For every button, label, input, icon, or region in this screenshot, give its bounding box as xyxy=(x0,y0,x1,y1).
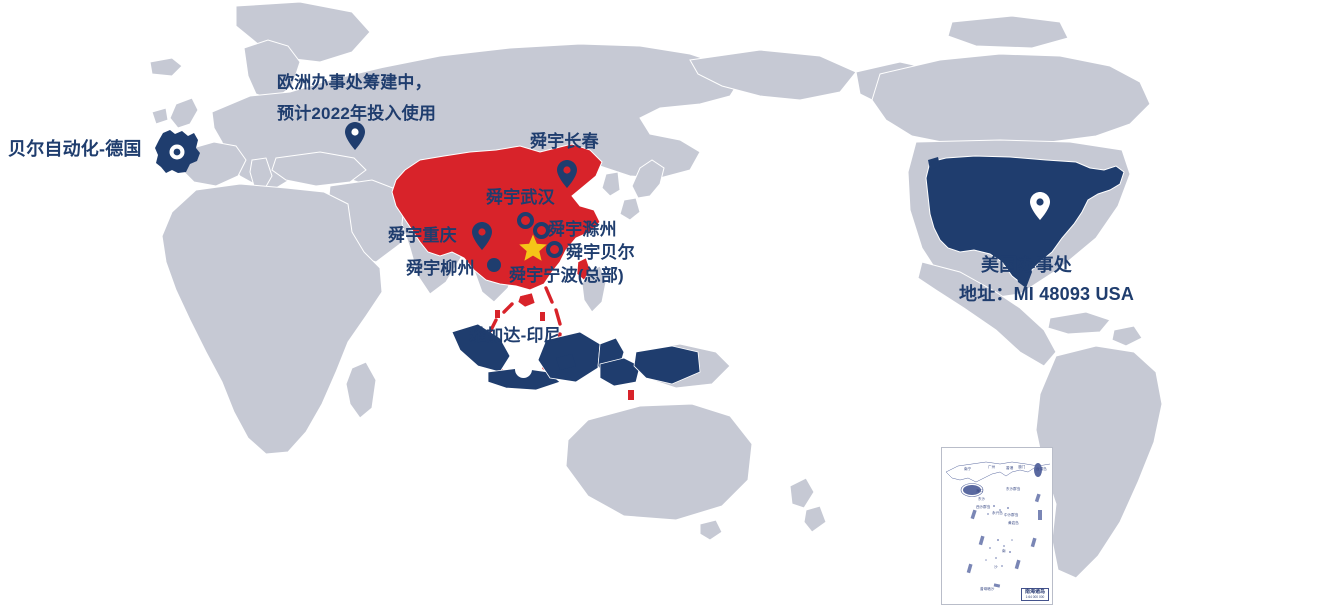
label-chongqing: 舜宇重庆 xyxy=(388,226,457,245)
wuhan-ring-marker[interactable] xyxy=(517,212,534,229)
label-usa-address: 地址：MI 48093 USA xyxy=(959,284,1135,304)
usa-highlight xyxy=(925,155,1125,288)
inset-caption: 南海诸岛 1:64 000 000 xyxy=(1020,588,1049,601)
liuzhou-dot-marker[interactable] xyxy=(487,258,501,272)
label-changchun: 舜宇长春 xyxy=(530,132,599,151)
svg-text:永兴岛: 永兴岛 xyxy=(992,510,1003,515)
chongqing-pin-icon[interactable] xyxy=(472,222,492,250)
indonesia-highlight xyxy=(451,323,701,391)
svg-text:黄岩岛: 黄岩岛 xyxy=(1008,520,1019,525)
ningbo-headquarters-star-icon[interactable] xyxy=(518,233,548,263)
svg-text:东沙群岛: 东沙群岛 xyxy=(1006,486,1021,491)
svg-text:海口: 海口 xyxy=(976,488,984,493)
label-chuzhou: 舜宇滁州 xyxy=(548,220,617,239)
svg-text:南: 南 xyxy=(1002,548,1006,553)
svg-text:曾母暗沙: 曾母暗沙 xyxy=(980,586,995,591)
label-ningbo-headquarters: 舜宇宁波(总部) xyxy=(509,266,624,285)
germany-highlight xyxy=(155,130,200,173)
label-usa-office: 美国办事处 xyxy=(981,255,1072,275)
svg-text:中沙群岛: 中沙群岛 xyxy=(1004,512,1019,517)
inset-caption-title: 南海诸岛 xyxy=(1024,589,1045,596)
label-europe-office-line1: 欧洲办事处筹建中， xyxy=(277,73,432,92)
svg-text:台湾岛: 台湾岛 xyxy=(1036,466,1047,471)
svg-text:澳门: 澳门 xyxy=(1018,464,1026,469)
label-liuzhou: 舜宇柳州 xyxy=(406,259,475,278)
label-wuhan: 舜宇武汉 xyxy=(486,188,555,207)
inset-caption-scale: 1:64 000 000 xyxy=(1025,594,1045,599)
jakarta-dot-marker[interactable] xyxy=(515,361,532,378)
changchun-pin-icon[interactable] xyxy=(557,160,577,188)
svg-text:广州: 广州 xyxy=(988,464,996,469)
south-china-sea-inset-map: 南宁 广州 香港 澳门 台湾岛 海口 东沙 东沙群岛 西沙群岛 永兴岛 中沙群岛… xyxy=(941,447,1053,605)
label-jakarta-indonesia: 雅加达-印尼 xyxy=(469,326,561,345)
label-europe-office-line2: 预计2022年投入使用 xyxy=(277,104,437,123)
label-bell: 舜宇贝尔 xyxy=(566,243,635,262)
inset-map-svg: 南宁 广州 香港 澳门 台湾岛 海口 东沙 东沙群岛 西沙群岛 永兴岛 中沙群岛… xyxy=(942,448,1052,604)
label-bell-automation-germany: 贝尔自动化-德国 xyxy=(8,139,142,159)
svg-text:南宁: 南宁 xyxy=(964,466,972,471)
chuzhou-ring-marker[interactable] xyxy=(533,222,550,239)
svg-text:沙: 沙 xyxy=(994,564,998,569)
bell-ring-marker[interactable] xyxy=(546,241,563,258)
svg-text:东沙: 东沙 xyxy=(978,496,986,501)
svg-text:西沙群岛: 西沙群岛 xyxy=(976,504,991,509)
svg-text:香港: 香港 xyxy=(1006,465,1014,470)
europe-office-pin-icon[interactable] xyxy=(345,122,365,150)
usa-office-pin-icon[interactable] xyxy=(1030,192,1050,220)
